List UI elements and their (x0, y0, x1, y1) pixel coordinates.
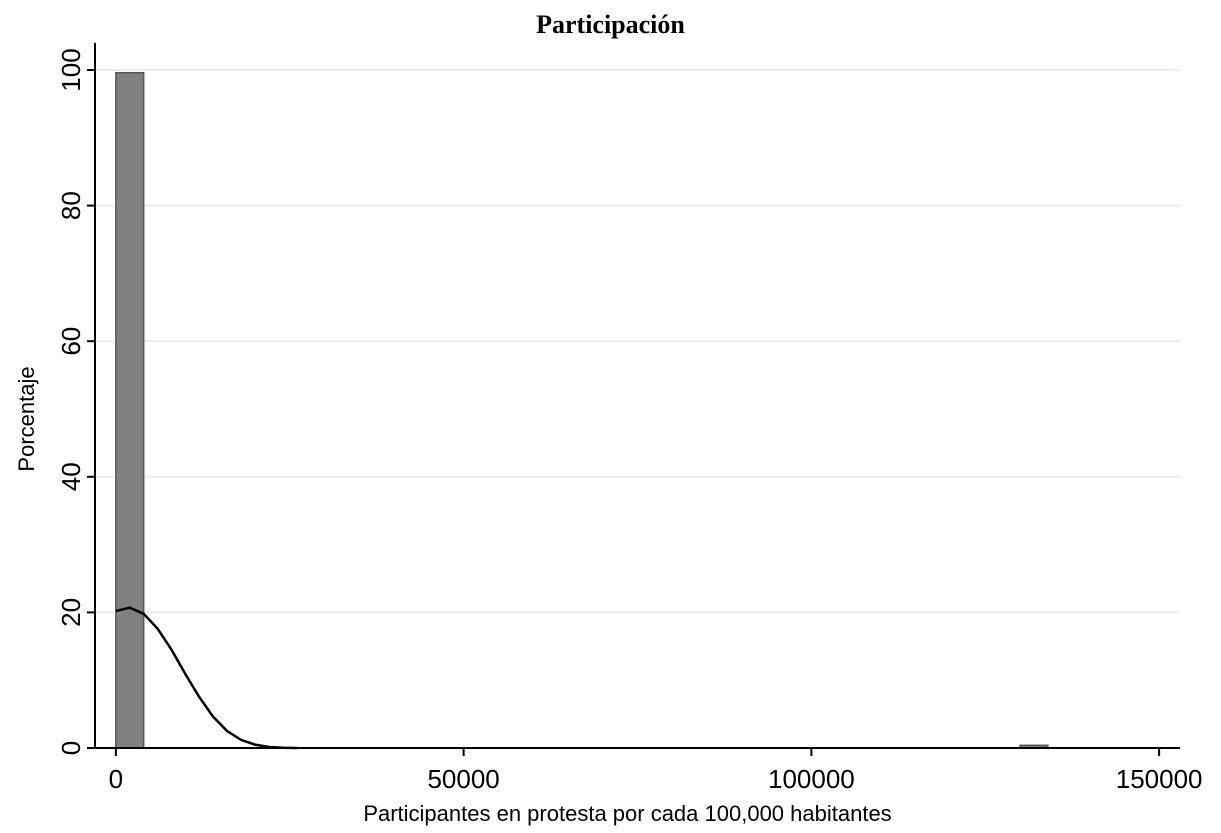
y-tick-label: 60 (56, 327, 86, 356)
density-curve (115, 606, 297, 750)
x-tick-label: 100000 (768, 764, 855, 794)
chart-title: Participación (536, 10, 685, 39)
y-tick-label: 0 (56, 741, 86, 755)
x-axis-title: Participantes en protesta por cada 100,0… (363, 801, 891, 826)
x-tick-label: 0 (109, 764, 123, 794)
y-tick-label: 20 (56, 598, 86, 627)
y-tick-label: 40 (56, 462, 86, 491)
y-tick-label: 80 (56, 191, 86, 220)
histogram-bar (115, 71, 145, 749)
x-tick-label: 150000 (1116, 764, 1203, 794)
y-tick-label: 100 (56, 48, 86, 91)
y-axis-title: Porcentaje (14, 366, 39, 471)
x-tick-label: 50000 (427, 764, 499, 794)
